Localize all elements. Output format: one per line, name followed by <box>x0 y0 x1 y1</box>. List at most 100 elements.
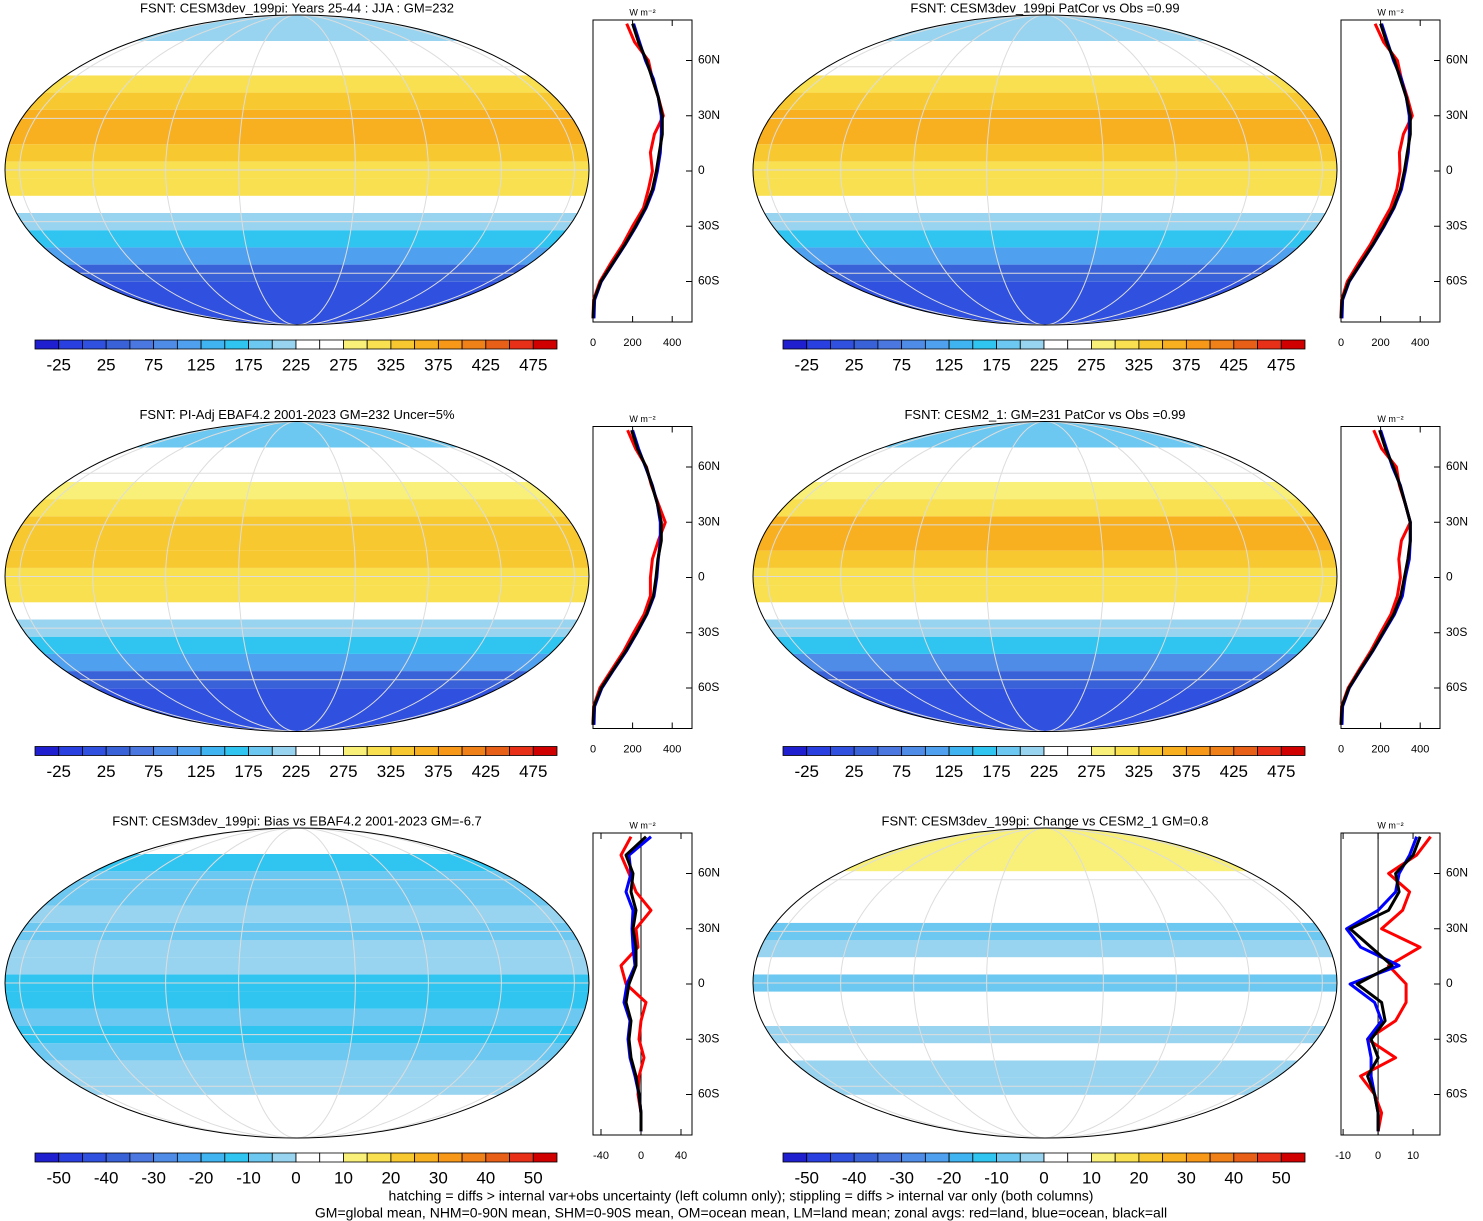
colorbar-label: -25 <box>46 762 71 781</box>
colorbar-label: 25 <box>845 355 864 374</box>
colorbar-box <box>1067 746 1092 756</box>
colorbar-box <box>830 1152 855 1163</box>
colorbar-box <box>1114 746 1140 756</box>
colorbar-box <box>877 339 903 350</box>
colorbar-label: 425 <box>472 355 500 374</box>
map-band <box>753 421 1337 448</box>
x-tick-label: 40 <box>675 1150 687 1162</box>
colorbar-label: 375 <box>424 355 452 374</box>
map-band <box>753 1060 1337 1078</box>
colorbar-label: 325 <box>1125 762 1153 781</box>
map-band <box>753 195 1337 213</box>
map-band <box>753 957 1337 975</box>
colorbar-label: -10 <box>236 1168 261 1187</box>
colorbar-label: 10 <box>1082 1168 1101 1187</box>
colorbar-label: 20 <box>1129 1168 1148 1187</box>
map-band <box>5 1043 589 1061</box>
colorbar-label: 75 <box>892 355 911 374</box>
x-tick-label: 400 <box>1411 337 1429 349</box>
colorbar-label: 275 <box>329 762 357 781</box>
colorbar-box <box>996 339 1021 350</box>
colorbar-box <box>271 339 297 350</box>
x-tick-label: 400 <box>663 743 681 755</box>
colorbar-box <box>461 1152 487 1163</box>
colorbar-box <box>1233 339 1258 350</box>
colorbar-box <box>972 746 997 756</box>
map-band <box>753 299 1337 325</box>
colorbar-box <box>782 1152 808 1163</box>
colorbar-label: -30 <box>889 1168 914 1187</box>
colorbar-label: 75 <box>144 355 163 374</box>
colorbar-label: -25 <box>46 355 71 374</box>
colorbar-label: 425 <box>472 762 500 781</box>
panel-title: FSNT: CESM2_1: GM=231 PatCor vs Obs =0.9… <box>904 407 1185 422</box>
colorbar-box <box>509 339 534 350</box>
map-band <box>753 499 1337 517</box>
map-band <box>5 421 589 448</box>
colorbar-box <box>1043 746 1069 756</box>
y-tick-label: 30N <box>698 921 720 935</box>
map-band <box>753 828 1337 854</box>
colorbar-box <box>129 1152 155 1163</box>
colorbar-label: 475 <box>519 355 547 374</box>
colorbar-label: -20 <box>937 1168 962 1187</box>
colorbar-label: 175 <box>982 355 1010 374</box>
colorbar-label: 425 <box>1220 762 1248 781</box>
colorbar-label: 175 <box>982 762 1010 781</box>
map-outline <box>4 827 590 1139</box>
colorbar-box <box>1138 339 1164 350</box>
colorbar-label: 25 <box>97 355 116 374</box>
x-tick-label: 0 <box>1338 743 1344 755</box>
colorbar-label: 425 <box>1220 355 1248 374</box>
colorbar-label: 275 <box>1077 355 1105 374</box>
map-band <box>753 481 1337 500</box>
y-tick-label: 60N <box>1446 459 1468 473</box>
x-tick-label: 200 <box>1371 337 1389 349</box>
colorbar-label: 25 <box>845 762 864 781</box>
colorbar-box <box>319 1152 344 1163</box>
colorbar-label: 225 <box>282 762 310 781</box>
colorbar-box <box>295 1152 321 1163</box>
map-band <box>5 499 589 517</box>
colorbar-box <box>532 1152 558 1163</box>
colorbar-box <box>58 746 83 756</box>
colorbar-box <box>901 1152 926 1163</box>
colorbar-box <box>1209 1152 1235 1163</box>
y-tick-label: 60S <box>698 274 719 288</box>
colorbar-box <box>1019 1152 1045 1163</box>
y-tick-label: 0 <box>1446 976 1453 990</box>
colorbar-label: 125 <box>935 355 963 374</box>
y-tick-label: 60S <box>698 680 719 694</box>
colorbar-box <box>782 339 808 350</box>
colorbar-box <box>1233 1152 1258 1163</box>
colorbar-label: 475 <box>519 762 547 781</box>
map-band <box>753 144 1337 162</box>
y-tick-label: 30S <box>1446 218 1467 232</box>
colorbar-label: 375 <box>1172 762 1200 781</box>
x-tick-label: 200 <box>1371 743 1389 755</box>
y-tick-label: 0 <box>1446 570 1453 584</box>
map-band <box>5 144 589 162</box>
colorbar-box <box>485 1152 510 1163</box>
colorbar-label: 75 <box>144 762 163 781</box>
colorbar-box <box>924 1152 950 1163</box>
zonal-line <box>1339 429 1412 725</box>
map-band <box>5 299 589 325</box>
footer-line: hatching = diffs > internal var+obs unce… <box>389 1188 1094 1204</box>
map-band <box>753 905 1337 923</box>
map-band <box>753 230 1337 248</box>
colorbar-box <box>437 339 463 350</box>
x-tick-label: 0 <box>1375 1150 1381 1162</box>
colorbar-box <box>1067 339 1092 350</box>
colorbar-box <box>1257 746 1282 756</box>
colorbar-label: 20 <box>381 1168 400 1187</box>
map-outline <box>4 14 590 326</box>
map-band <box>5 1060 589 1078</box>
colorbar-box <box>105 746 131 756</box>
colorbar-box <box>390 339 416 350</box>
profile-unit: W m⁻² <box>1377 820 1403 830</box>
y-tick-label: 0 <box>1446 163 1453 177</box>
colorbar-label: 375 <box>424 762 452 781</box>
colorbar-box <box>1209 339 1235 350</box>
